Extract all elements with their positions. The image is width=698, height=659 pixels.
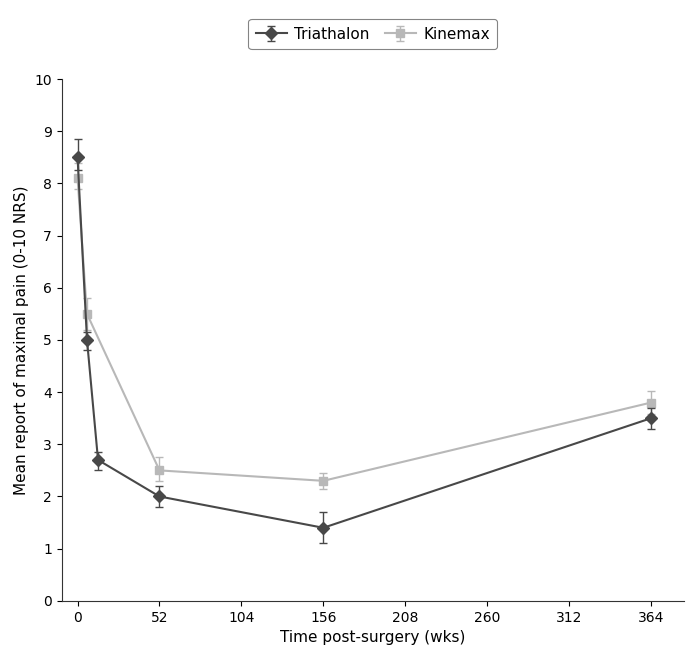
Y-axis label: Mean report of maximal pain (0-10 NRS): Mean report of maximal pain (0-10 NRS) <box>14 185 29 495</box>
Legend: Triathalon, Kinemax: Triathalon, Kinemax <box>248 19 498 49</box>
X-axis label: Time post-surgery (wks): Time post-surgery (wks) <box>281 630 466 645</box>
